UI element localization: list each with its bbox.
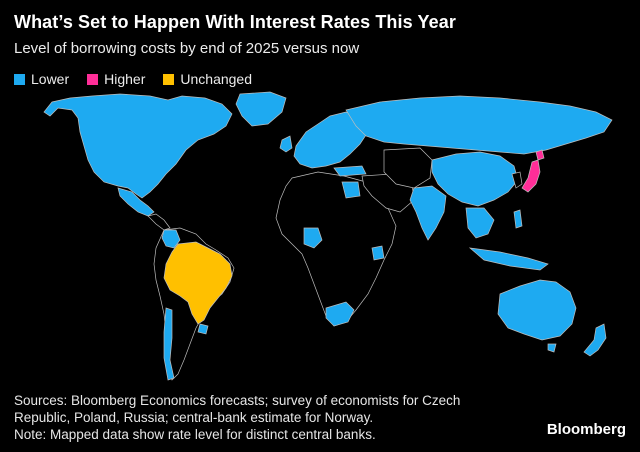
region-egypt [341,181,361,199]
legend-swatch-higher [87,73,99,85]
note-line: Note: Mapped data show rate level for di… [14,427,376,442]
region-korea [511,171,523,189]
world-map [43,91,613,381]
legend-item-higher: Higher [87,71,145,87]
legend-label-lower: Lower [31,71,70,87]
region-central-asia [383,147,433,189]
region-chile [163,307,175,381]
bloomberg-logo: Bloomberg [546,421,626,438]
region-russia [345,95,613,155]
region-japan-north [535,149,545,161]
legend-swatch-lower [14,73,25,85]
region-uk [279,135,293,153]
region-kenya [371,245,385,261]
region-indonesia [468,247,549,271]
legend-label-unchanged: Unchanged [180,71,253,87]
region-turkey [333,165,367,177]
sources-note: Sources: Bloomberg Economics forecasts; … [14,392,534,443]
legend-label-higher: Higher [104,71,146,87]
region-new-zealand [583,323,607,357]
region-brazil [163,241,233,325]
sources-line-1: Sources: Bloomberg Economics forecasts; … [14,393,461,408]
chart-title: What’s Set to Happen With Interest Rates… [14,12,456,32]
region-south-africa [325,301,355,327]
legend-swatch-unchanged [163,73,175,85]
region-nigeria [303,227,323,249]
region-southeast-asia [465,207,495,239]
legend-item-lower: Lower [14,71,69,87]
region-greenland [235,91,287,127]
legend: Lower Higher Unchanged [14,71,252,87]
chart-subtitle: Level of borrowing costs by end of 2025 … [14,40,360,57]
region-mexico [117,187,155,217]
region-tasmania [547,343,557,353]
region-australia [497,279,577,341]
sources-line-2: Republic, Poland, Russia; central-bank e… [14,410,374,425]
region-north-america [43,93,233,199]
region-central-america [147,213,171,231]
region-japan [521,159,541,193]
region-india [409,185,447,241]
region-colombia [161,229,181,249]
region-china [431,151,519,207]
region-uruguay [197,323,209,335]
legend-item-unchanged: Unchanged [163,71,252,87]
region-europe [293,111,369,169]
region-philippines [513,209,523,229]
